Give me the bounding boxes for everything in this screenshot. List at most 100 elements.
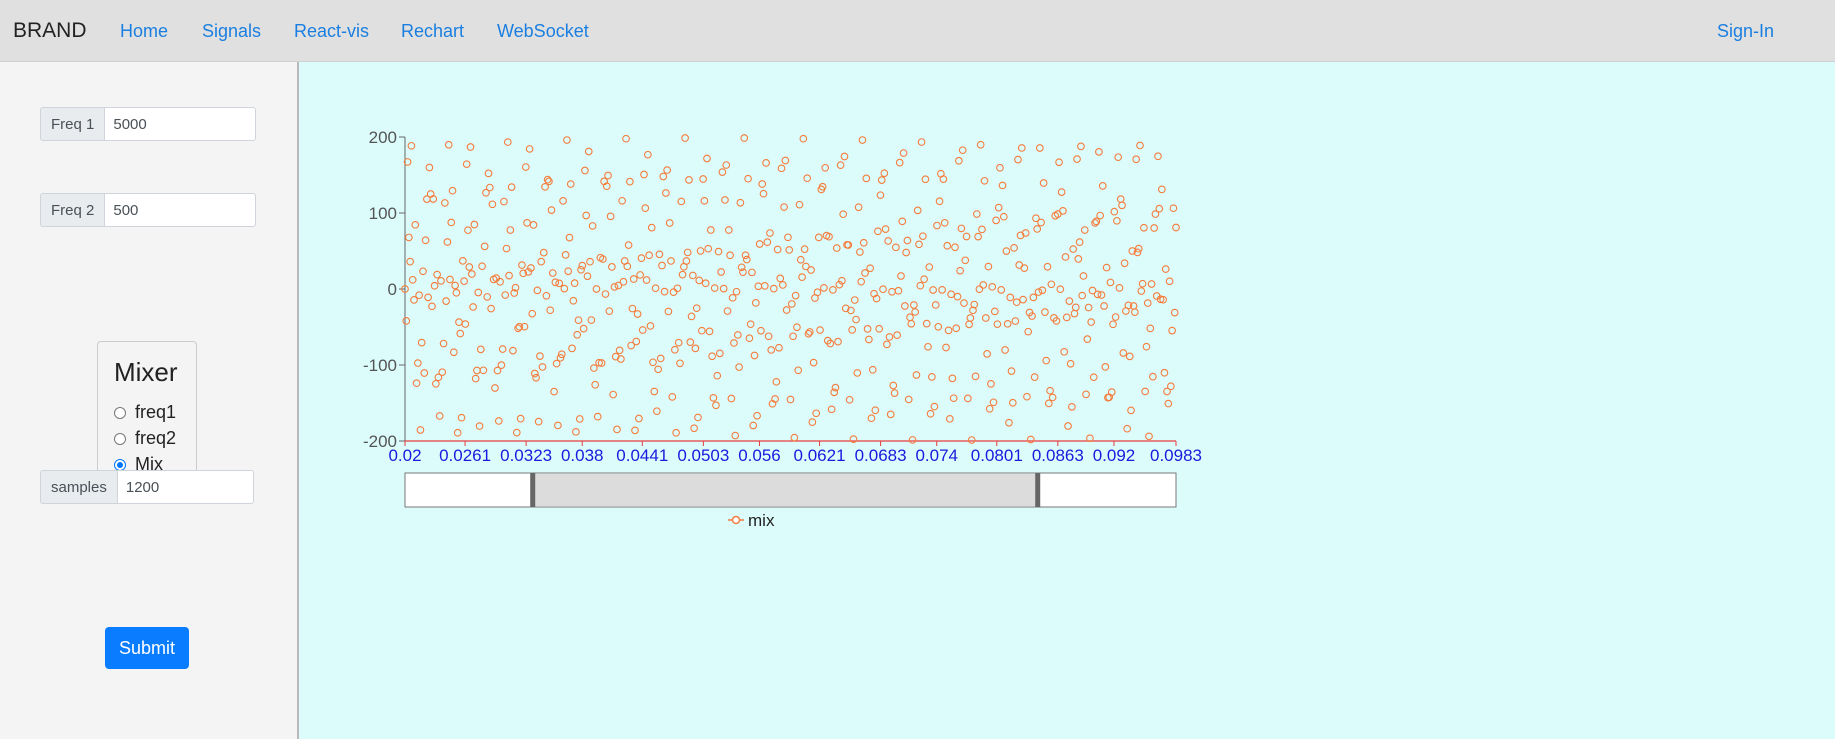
data-point	[1111, 208, 1118, 215]
data-point	[887, 411, 894, 418]
data-point	[524, 220, 531, 227]
data-point	[1065, 423, 1072, 430]
brush[interactable]	[405, 473, 1176, 507]
data-point	[639, 327, 646, 334]
data-point	[646, 252, 653, 259]
data-point	[706, 328, 713, 335]
data-point	[1040, 180, 1047, 187]
data-point	[420, 268, 427, 275]
data-point	[840, 211, 847, 218]
data-point	[547, 307, 554, 314]
data-point	[787, 396, 794, 403]
data-point	[665, 308, 672, 315]
data-point	[580, 325, 587, 332]
data-point	[1161, 369, 1168, 376]
data-point	[786, 247, 793, 254]
data-point	[587, 258, 594, 265]
data-point	[408, 142, 415, 149]
data-point	[1025, 328, 1032, 335]
data-point	[469, 271, 476, 278]
data-point	[629, 305, 636, 312]
data-point	[958, 225, 965, 232]
data-point	[936, 198, 943, 205]
data-point	[705, 245, 712, 252]
data-point	[693, 305, 700, 312]
data-point	[578, 266, 585, 273]
data-point	[561, 285, 568, 292]
data-point	[907, 314, 914, 321]
data-point	[993, 217, 1000, 224]
data-point	[986, 406, 993, 413]
data-point	[1061, 349, 1068, 356]
data-point	[637, 272, 644, 279]
data-point	[669, 394, 676, 401]
data-point	[863, 175, 870, 182]
data-point	[695, 414, 702, 421]
data-point	[1121, 260, 1128, 267]
data-point	[770, 285, 777, 292]
data-point	[1142, 388, 1149, 395]
data-point	[872, 407, 879, 414]
data-point	[1170, 205, 1177, 212]
data-point	[711, 285, 718, 292]
data-point	[792, 292, 799, 299]
data-point	[773, 379, 780, 386]
data-point	[1066, 298, 1073, 305]
data-point	[869, 366, 876, 373]
data-point	[814, 289, 821, 296]
data-point	[475, 289, 482, 296]
data-point	[1001, 213, 1008, 220]
data-point	[471, 221, 478, 228]
data-point	[966, 321, 973, 328]
data-point	[977, 141, 984, 148]
data-point	[672, 346, 679, 353]
data-point	[531, 370, 538, 377]
data-point	[1080, 273, 1087, 280]
data-point	[831, 389, 838, 396]
x-tick-label: 0.0863	[1032, 446, 1084, 465]
data-point	[745, 175, 752, 182]
data-point	[663, 190, 670, 197]
data-point	[510, 347, 517, 354]
data-point	[934, 222, 941, 229]
data-point	[641, 171, 648, 178]
data-point	[930, 287, 937, 294]
data-point	[664, 167, 671, 174]
data-point	[763, 160, 770, 167]
data-point	[1007, 294, 1014, 301]
data-point	[943, 344, 950, 351]
data-point	[916, 241, 923, 248]
data-point	[699, 327, 706, 334]
data-point	[421, 370, 428, 377]
data-point	[1048, 281, 1055, 288]
data-point	[956, 157, 963, 164]
data-point	[508, 184, 515, 191]
data-point	[470, 304, 477, 311]
data-point	[759, 181, 766, 188]
data-point	[691, 425, 698, 432]
data-point	[760, 190, 767, 197]
data-point	[1151, 225, 1158, 232]
data-point	[864, 326, 871, 333]
data-point	[726, 227, 733, 234]
data-point	[502, 292, 509, 299]
data-point	[718, 269, 725, 276]
data-point	[620, 278, 627, 285]
data-point	[885, 238, 892, 245]
data-point	[539, 364, 546, 371]
data-point	[668, 258, 675, 265]
data-point	[994, 321, 1001, 328]
data-point	[754, 412, 761, 419]
data-point	[682, 135, 689, 142]
data-point	[562, 252, 569, 259]
data-point	[737, 199, 744, 206]
data-point	[488, 305, 495, 312]
y-ticks: 2001000-100-200	[363, 128, 405, 451]
data-point	[1031, 374, 1038, 381]
data-point	[1030, 294, 1037, 301]
data-point	[783, 307, 790, 314]
data-point	[582, 167, 589, 174]
data-point	[1075, 256, 1082, 263]
data-point	[742, 252, 749, 259]
data-point	[835, 338, 842, 345]
